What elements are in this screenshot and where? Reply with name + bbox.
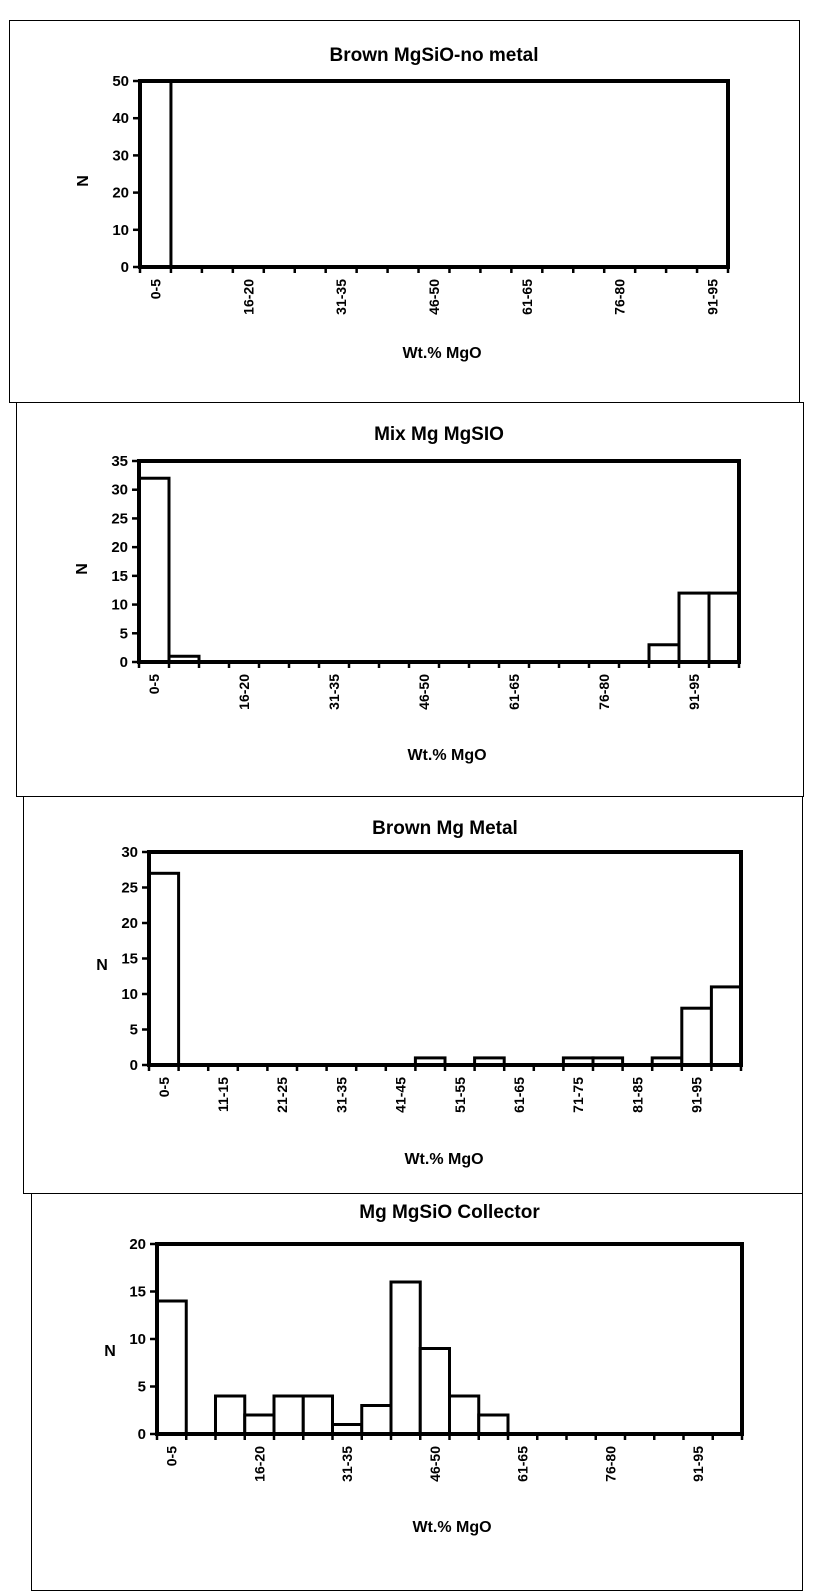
- y-tick-label: 25: [121, 880, 138, 897]
- x-axis-label: Wt.% MgO: [404, 1151, 483, 1168]
- histogram-bar: [477, 1413, 510, 1436]
- histogram-bar: [214, 1394, 247, 1436]
- histogram-bar: [138, 79, 173, 269]
- y-tick-label: 30: [112, 147, 129, 164]
- y-tick-label: 30: [121, 844, 138, 861]
- x-tick-label: 61-65: [515, 1446, 531, 1482]
- x-tick-label: 31-35: [333, 1077, 349, 1113]
- x-tick-label: 91-95: [705, 279, 721, 315]
- x-tick-label: 31-35: [333, 279, 349, 315]
- y-tick-label: 10: [129, 1331, 146, 1348]
- y-axis-label: N: [96, 957, 108, 974]
- x-tick-label: 51-55: [452, 1077, 468, 1113]
- x-axis-label: Wt.% MgO: [402, 345, 481, 362]
- y-tick-label: 35: [111, 453, 128, 470]
- histogram-bar: [647, 643, 681, 664]
- histogram-mix-mg-mgsio: Mix Mg MgSIO 0 5 10 15 20 25 30 35 0-5 16-20 31-35 4…: [74, 424, 741, 764]
- x-tick-label: 16-20: [240, 279, 256, 315]
- x-tick-label: 16-20: [236, 674, 252, 710]
- x-tick-label: 46-50: [426, 279, 442, 315]
- histogram-bar: [243, 1413, 276, 1436]
- x-tick-label: 0-5: [147, 279, 163, 299]
- y-tick-label: 20: [112, 185, 129, 202]
- histogram-bar: [301, 1394, 334, 1436]
- x-tick-label: 0-5: [156, 1077, 172, 1097]
- y-axis-label: N: [75, 175, 92, 187]
- chart-title: Mg MgSiO Collector: [359, 1202, 540, 1223]
- chart-title: Brown Mg Metal: [372, 818, 518, 839]
- y-tick-label: 0: [138, 1426, 146, 1443]
- plot-area-frame: [138, 79, 730, 269]
- chart-panel-brown-mgsio-no-metal: Brown MgSiO-no metal 0 10 20 30 40 50 0-5 16-20 3…: [9, 20, 800, 403]
- y-tick-label: 0: [130, 1057, 138, 1074]
- y-tick-label: 10: [111, 597, 128, 614]
- y-axis-label: N: [104, 1343, 116, 1360]
- y-tick-label: 20: [129, 1236, 146, 1253]
- x-tick-label: 31-35: [339, 1446, 355, 1482]
- y-tick-label: 10: [112, 222, 129, 239]
- x-tick-label: 91-95: [686, 674, 702, 710]
- y-tick-label: 5: [138, 1379, 146, 1396]
- y-tick-label: 30: [111, 482, 128, 499]
- histogram-brown-mgsio-no-metal: Brown MgSiO-no metal 0 10 20 30 40 50 0-5 16-20 3…: [75, 45, 730, 362]
- y-tick-label: 25: [111, 510, 128, 527]
- histogram-bar: [707, 591, 741, 664]
- x-tick-label: 61-65: [506, 674, 522, 710]
- x-tick-label: 91-95: [689, 1077, 705, 1113]
- x-tick-label: 61-65: [511, 1077, 527, 1113]
- plot-area-frame: [137, 459, 741, 664]
- histogram-bar: [677, 591, 711, 664]
- histogram-brown-mg-metal: Brown Mg Metal 0 5 10 15 20 25 30 0-5 11-15 21-25 3…: [96, 818, 743, 1168]
- y-tick-label: 50: [112, 73, 129, 90]
- histogram-bar: [418, 1347, 451, 1436]
- x-tick-label: 46-50: [416, 674, 432, 710]
- histogram-bar: [137, 476, 171, 664]
- x-axis-label: Wt.% MgO: [407, 747, 486, 764]
- histogram-bar: [272, 1394, 305, 1436]
- x-tick-label: 76-80: [602, 1446, 618, 1482]
- plot-area-frame: [147, 850, 743, 1067]
- x-tick-label: 11-15: [215, 1077, 231, 1112]
- histogram-bar: [360, 1404, 393, 1436]
- chart-panel-brown-mg-metal: Brown Mg Metal 0 5 10 15 20 25 30 0-5 11-15 21-25 3…: [23, 796, 803, 1194]
- histogram-bar: [680, 1006, 713, 1067]
- x-tick-label: 0-5: [164, 1446, 180, 1466]
- histogram-mg-mgsio-collector: Mg MgSiO Collector 0 5 10 15 20 0-5 16-20 31-35 4…: [104, 1202, 744, 1536]
- histogram-bar: [709, 985, 743, 1067]
- x-tick-label: 71-75: [570, 1077, 586, 1113]
- y-tick-label: 40: [112, 110, 129, 127]
- y-tick-label: 15: [121, 951, 138, 968]
- histogram-bar: [389, 1280, 422, 1436]
- y-tick-label: 20: [111, 539, 128, 556]
- y-tick-label: 5: [130, 1022, 138, 1039]
- chart-panel-mg-mgsio-collector: Mg MgSiO Collector 0 5 10 15 20 0-5 16-20 31-35 4…: [31, 1193, 803, 1591]
- chart-title: Mix Mg MgSIO: [374, 424, 504, 445]
- y-axis-label: N: [74, 563, 91, 575]
- y-tick-label: 5: [120, 625, 128, 642]
- x-tick-label: 41-45: [393, 1077, 409, 1113]
- y-tick-label: 0: [120, 654, 128, 671]
- x-tick-label: 76-80: [596, 674, 612, 710]
- x-tick-label: 81-85: [629, 1077, 645, 1113]
- y-tick-label: 10: [121, 986, 138, 1003]
- histogram-bar: [448, 1394, 481, 1436]
- x-tick-label: 21-25: [274, 1077, 290, 1113]
- x-tick-label: 76-80: [612, 279, 628, 315]
- x-tick-label: 0-5: [146, 674, 162, 694]
- chart-title: Brown MgSiO-no metal: [330, 45, 539, 66]
- x-tick-label: 16-20: [251, 1446, 267, 1482]
- chart-panel-mix-mg-mgsio: Mix Mg MgSIO 0 5 10 15 20 25 30 35 0-5 16-20 31-35 4…: [16, 402, 804, 797]
- y-tick-label: 20: [121, 915, 138, 932]
- x-axis-label: Wt.% MgO: [412, 1519, 491, 1536]
- histogram-bar: [155, 1299, 188, 1436]
- x-tick-label: 91-95: [690, 1446, 706, 1482]
- y-tick-label: 15: [111, 568, 128, 585]
- x-tick-label: 61-65: [519, 279, 535, 315]
- y-tick-label: 15: [129, 1284, 146, 1301]
- x-tick-label: 31-35: [326, 674, 342, 710]
- histogram-bar: [147, 871, 181, 1067]
- y-tick-label: 0: [121, 259, 129, 276]
- x-tick-label: 46-50: [427, 1446, 443, 1482]
